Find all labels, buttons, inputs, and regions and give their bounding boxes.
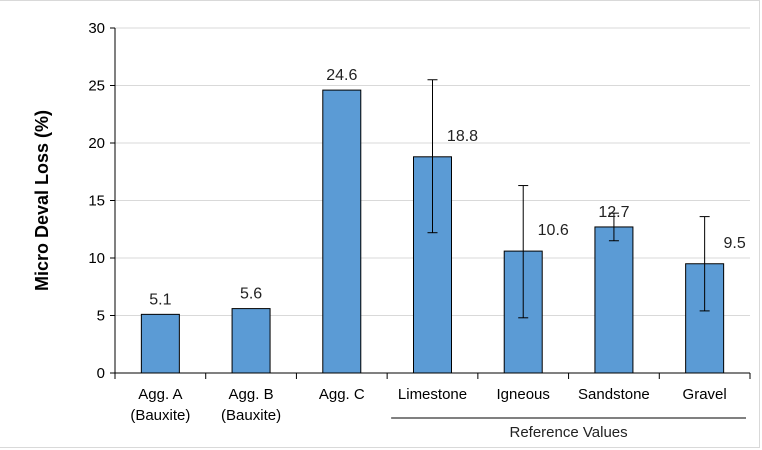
data-label: 24.6 bbox=[326, 67, 357, 84]
data-labels: 5.1 5.6 24.6 18.8 10.6 12.7 9.5 bbox=[149, 67, 746, 308]
x-tick-labels: Agg. A (Bauxite) Agg. B (Bauxite) Agg. C Lime… bbox=[130, 386, 726, 424]
y-tick-label: 15 bbox=[88, 193, 105, 210]
x-tick-label: Sandstone bbox=[578, 386, 650, 403]
data-label: 10.6 bbox=[538, 222, 569, 239]
bars bbox=[140, 89, 725, 374]
y-tick-label: 30 bbox=[88, 20, 105, 37]
y-tick-label: 5 bbox=[97, 308, 105, 325]
error-bars bbox=[427, 79, 710, 319]
y-tick-label: 0 bbox=[97, 365, 105, 382]
data-label: 12.7 bbox=[598, 204, 629, 221]
bar bbox=[140, 313, 180, 374]
y-tick-labels: 0 5 10 15 20 25 30 bbox=[88, 20, 105, 382]
reference-values-label: Reference Values bbox=[510, 424, 628, 441]
x-tick-label: Agg. A bbox=[138, 386, 182, 403]
x-tick-label: Agg. C bbox=[319, 386, 365, 403]
data-label: 5.6 bbox=[240, 286, 262, 303]
bar bbox=[322, 89, 362, 374]
y-axis-label: Micro Deval Loss (%) bbox=[32, 110, 52, 291]
x-tick-label: (Bauxite) bbox=[221, 407, 281, 424]
y-tick-label: 10 bbox=[88, 250, 105, 267]
data-label: 5.1 bbox=[149, 291, 171, 308]
y-tick-label: 20 bbox=[88, 135, 105, 152]
data-label: 9.5 bbox=[724, 235, 746, 252]
x-tick-label: Gravel bbox=[683, 386, 727, 403]
x-tick-label: (Bauxite) bbox=[130, 407, 190, 424]
bar bbox=[231, 308, 271, 374]
data-label: 18.8 bbox=[447, 128, 478, 145]
y-tick-label: 25 bbox=[88, 78, 105, 95]
bar bbox=[594, 226, 634, 374]
x-tick-label: Limestone bbox=[398, 386, 467, 403]
x-tick-label: Igneous bbox=[497, 386, 550, 403]
x-tick-label: Agg. B bbox=[229, 386, 274, 403]
